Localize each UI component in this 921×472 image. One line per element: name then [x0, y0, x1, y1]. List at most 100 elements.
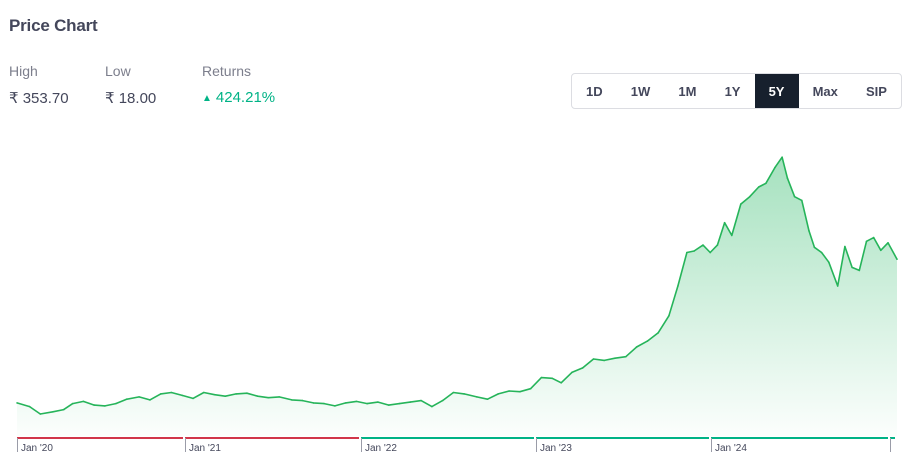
- data-point: [181, 394, 183, 397]
- data-point: [224, 395, 227, 398]
- x-tick-label: Jan '21: [189, 443, 221, 454]
- stat-high-value: ₹ 353.70: [9, 90, 69, 107]
- range-option-1w[interactable]: 1W: [630, 83, 651, 99]
- data-point: [62, 408, 65, 411]
- data-point: [581, 367, 584, 369]
- data-point: [858, 269, 861, 272]
- stat-low-label: Low: [105, 63, 131, 79]
- range-option-5y[interactable]: 5Y: [754, 74, 799, 108]
- stat-returns: Returns ▲ 424.21%: [202, 63, 275, 106]
- data-point: [709, 251, 711, 254]
- data-point: [203, 391, 205, 394]
- data-point: [813, 246, 816, 249]
- data-point: [896, 258, 898, 260]
- data-point: [138, 396, 140, 398]
- data-point: [508, 390, 510, 392]
- data-point: [519, 390, 521, 393]
- data-point: [677, 285, 679, 287]
- data-point: [312, 402, 315, 404]
- data-point: [291, 399, 293, 401]
- data-point: [323, 402, 325, 405]
- stat-low: Low ₹ 18.00: [105, 63, 156, 107]
- data-point: [880, 249, 882, 252]
- data-point: [851, 266, 853, 269]
- data-point: [702, 244, 704, 246]
- stat-returns-label: Returns: [202, 63, 252, 79]
- x-tick-label: Jan '22: [365, 443, 397, 454]
- range-option-1y[interactable]: 1Y: [724, 83, 741, 99]
- data-point: [301, 399, 304, 402]
- x-tick-label: Jan '23: [540, 443, 572, 454]
- data-point: [808, 230, 810, 232]
- data-point: [409, 401, 412, 403]
- data-point: [836, 285, 839, 287]
- range-option-1d[interactable]: 1D: [586, 83, 603, 99]
- data-point: [104, 405, 106, 407]
- data-point: [267, 396, 270, 399]
- stat-returns-value: 424.21%: [215, 89, 276, 106]
- data-point: [398, 402, 401, 405]
- data-point: [668, 315, 670, 317]
- data-point: [731, 234, 733, 237]
- stat-low-value: ₹ 18.00: [105, 90, 157, 107]
- data-point: [603, 359, 606, 362]
- data-point: [93, 404, 95, 406]
- stat-returns-value-wrap: ▲ 424.21%: [202, 89, 275, 106]
- data-point: [497, 393, 500, 395]
- data-point: [366, 402, 369, 405]
- data-point: [463, 393, 466, 395]
- data-point: [334, 405, 336, 407]
- data-point: [793, 195, 796, 198]
- data-point: [723, 221, 726, 224]
- up-arrow-icon: ▲: [202, 93, 212, 104]
- data-point: [635, 346, 638, 348]
- data-point: [693, 250, 695, 252]
- price-chart: Jan '20 Jan '21 Jan '22 Jan '23 Jan '24: [16, 156, 898, 454]
- data-point: [39, 413, 42, 415]
- data-point: [748, 195, 751, 198]
- data-point: [657, 332, 659, 334]
- data-point: [213, 393, 216, 396]
- stat-high: High ₹ 353.70: [9, 63, 69, 107]
- range-option-1m[interactable]: 1M: [678, 83, 697, 99]
- data-point: [844, 245, 846, 248]
- data-point: [887, 242, 889, 244]
- price-area: [17, 157, 897, 436]
- data-point: [355, 400, 358, 403]
- data-point: [571, 371, 573, 374]
- data-point: [125, 398, 128, 401]
- data-point: [592, 358, 595, 360]
- data-point: [28, 405, 31, 408]
- data-point: [16, 402, 18, 404]
- x-tick-label: Jan '20: [21, 443, 53, 454]
- data-point: [540, 376, 543, 379]
- data-point: [192, 397, 194, 400]
- data-point: [388, 404, 390, 406]
- data-point: [420, 399, 422, 402]
- data-point: [625, 355, 627, 358]
- data-point: [529, 387, 532, 390]
- data-point: [646, 340, 649, 342]
- data-point: [686, 251, 688, 254]
- range-option-sip[interactable]: SIP: [866, 83, 887, 99]
- data-point: [149, 399, 151, 401]
- data-point: [170, 391, 173, 394]
- data-point: [235, 393, 237, 395]
- data-point: [614, 357, 616, 359]
- data-point: [71, 402, 74, 405]
- range-selector: 1D 1W 1M 1Y 5Y Max SIP: [571, 73, 902, 109]
- stat-high-label: High: [9, 63, 38, 79]
- data-point: [344, 402, 347, 404]
- data-point: [765, 182, 767, 185]
- data-point: [441, 399, 444, 402]
- data-point: [740, 203, 742, 205]
- data-point: [560, 382, 562, 384]
- data-point: [872, 236, 875, 239]
- range-option-max[interactable]: Max: [812, 83, 838, 99]
- data-point: [781, 156, 783, 158]
- data-point: [246, 392, 248, 395]
- data-point: [452, 391, 455, 394]
- data-point: [256, 395, 259, 398]
- data-point: [82, 400, 85, 403]
- data-point: [820, 251, 823, 254]
